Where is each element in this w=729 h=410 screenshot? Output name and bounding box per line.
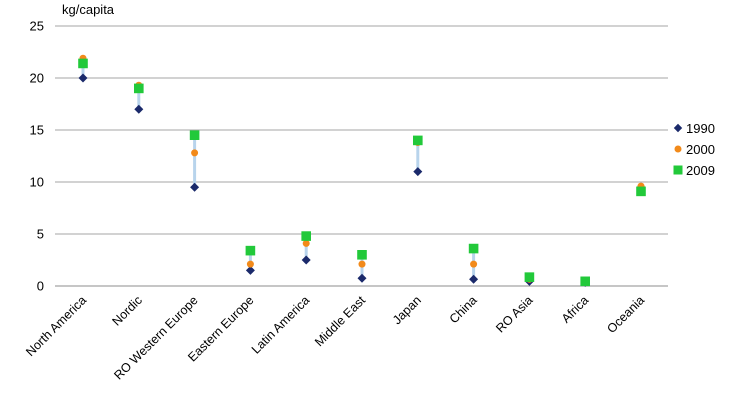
marker-1990 xyxy=(245,265,255,275)
x-tick-label: Middle East xyxy=(312,293,368,349)
x-tick-label: Africa xyxy=(559,293,592,326)
legend-marker-2009 xyxy=(673,165,683,175)
marker-2000 xyxy=(246,260,254,268)
gridlines xyxy=(55,25,668,287)
marker-2009 xyxy=(636,186,646,197)
y-tick-label: 25 xyxy=(30,19,44,34)
y-tick-labels: 0 5 10 15 20 25 xyxy=(30,19,44,294)
marker-2009 xyxy=(468,243,479,254)
marker-1990 xyxy=(413,167,423,177)
marker-2009 xyxy=(413,135,423,146)
x-tick-label: Nordic xyxy=(109,293,144,328)
legend-label: 2000 xyxy=(686,142,715,157)
marker-2009 xyxy=(357,250,367,260)
marker-2000 xyxy=(302,239,310,247)
x-tick-label: China xyxy=(447,293,480,326)
marker-2000 xyxy=(358,260,366,268)
y-tick-label: 10 xyxy=(30,175,44,190)
x-tick-label: Oceania xyxy=(604,293,647,336)
x-tick-label: Latin America xyxy=(249,293,312,356)
y-axis-label: kg/capita xyxy=(62,2,115,17)
marker-2009 xyxy=(524,272,535,282)
marker-1990 xyxy=(357,273,367,283)
y-tick-label: 20 xyxy=(30,71,44,86)
marker-1990 xyxy=(469,274,479,284)
legend-label: 2009 xyxy=(686,163,715,178)
legend: 1990 2000 2009 xyxy=(673,121,715,178)
range-lines xyxy=(81,58,643,283)
marker-2000 xyxy=(470,260,478,268)
marker-2009 xyxy=(245,245,256,256)
marker-1990 xyxy=(301,255,311,265)
x-tick-label: Japan xyxy=(390,293,424,327)
data-markers xyxy=(78,54,646,287)
marker-1990 xyxy=(190,182,200,192)
marker-2009 xyxy=(580,276,590,287)
marker-2009 xyxy=(189,130,200,140)
legend-marker-1990 xyxy=(673,123,683,133)
marker-2009 xyxy=(301,231,311,241)
y-tick-label: 5 xyxy=(37,227,44,242)
marker-2009 xyxy=(78,58,88,69)
y-tick-label: 0 xyxy=(37,279,44,294)
legend-marker-2000 xyxy=(674,145,682,153)
marker-2009 xyxy=(134,83,144,94)
y-tick-label: 15 xyxy=(30,123,44,138)
marker-2000 xyxy=(191,149,199,157)
x-tick-label: RO Asia xyxy=(493,293,535,335)
x-tick-label: North America xyxy=(23,293,89,359)
legend-label: 1990 xyxy=(686,121,715,136)
marker-1990 xyxy=(134,104,144,114)
marker-1990 xyxy=(78,73,88,83)
